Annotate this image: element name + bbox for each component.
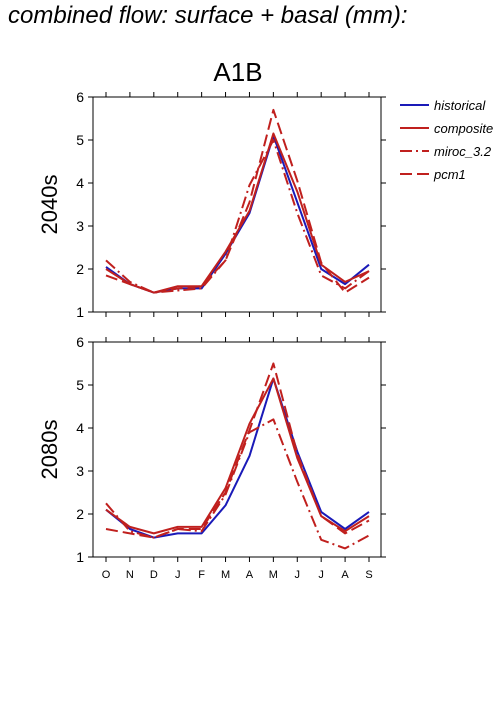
plot-frame	[92, 341, 382, 558]
page-title: combined flow: surface + basal (mm):	[8, 2, 408, 29]
panel-2080s: 1 2 3 4 5 6 2080s O N D J F M A M J J A S	[37, 334, 386, 581]
y-tick-label: 3	[76, 463, 84, 479]
y-tick-label: 2	[76, 261, 84, 277]
series-line-pcm1	[105, 362, 370, 539]
chart-legend: historical composite miroc_3.2 pcm1	[400, 98, 493, 182]
x-tick-label: J	[175, 569, 181, 581]
x-tick-label: N	[126, 569, 134, 581]
x-tick-label: A	[246, 569, 254, 581]
chart-panels: 1 2 3 4 5 6 2040s 1 2 3 4 5 6 2080s O N D J F M A M J J A S	[37, 89, 386, 581]
legend-item-miroc_3.2: miroc_3.2	[400, 144, 492, 159]
legend-label: miroc_3.2	[434, 144, 492, 159]
legend-label: composite	[434, 121, 493, 136]
x-tick-label: J	[295, 569, 301, 581]
series-line-miroc_3.2	[105, 418, 370, 550]
series-line-historical	[105, 134, 370, 294]
x-tick-label: F	[198, 569, 205, 581]
x-tick-label: M	[221, 569, 230, 581]
x-tick-label: D	[150, 569, 158, 581]
y-axis-label: 2080s	[37, 420, 62, 480]
y-tick-label: 4	[76, 175, 84, 191]
series-line-composite	[105, 377, 370, 535]
x-tick-label: M	[269, 569, 278, 581]
y-tick-label: 4	[76, 420, 84, 436]
y-tick-label: 1	[76, 549, 84, 565]
y-tick-label: 6	[76, 89, 84, 105]
chart-title: A1B	[213, 57, 262, 87]
y-tick-label: 6	[76, 334, 84, 350]
x-tick-label: O	[102, 569, 111, 581]
panel-2040s: 1 2 3 4 5 6 2040s	[37, 89, 386, 320]
y-tick-label: 2	[76, 506, 84, 522]
y-tick-label: 3	[76, 218, 84, 234]
legend-label: pcm1	[433, 167, 466, 182]
y-tick-label: 1	[76, 304, 84, 320]
x-tick-label: A	[341, 569, 349, 581]
y-tick-label: 5	[76, 377, 84, 393]
series-line-pcm1	[105, 108, 370, 294]
x-tick-label: S	[365, 569, 372, 581]
series-line-composite	[105, 132, 370, 294]
legend-label: historical	[434, 98, 486, 113]
plot-frame	[92, 96, 382, 313]
y-axis-label: 2040s	[37, 175, 62, 235]
series-line-miroc_3.2	[105, 139, 370, 294]
x-tick-label: J	[318, 569, 324, 581]
legend-item-historical: historical	[400, 98, 486, 113]
y-tick-label: 5	[76, 132, 84, 148]
legend-item-pcm1: pcm1	[400, 167, 466, 182]
legend-item-composite: composite	[400, 121, 493, 136]
